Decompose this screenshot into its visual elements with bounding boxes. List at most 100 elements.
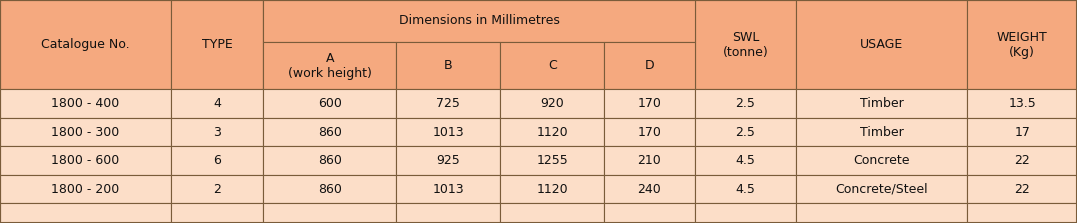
- Bar: [695, 89, 796, 118]
- Text: Concrete/Steel: Concrete/Steel: [836, 183, 928, 196]
- Bar: [264, 146, 396, 175]
- Text: 170: 170: [638, 97, 661, 110]
- Text: 13.5: 13.5: [1008, 97, 1036, 110]
- Bar: [171, 175, 264, 203]
- Bar: [264, 203, 396, 223]
- Bar: [396, 175, 501, 203]
- Bar: [604, 175, 695, 203]
- Text: 3: 3: [213, 126, 221, 138]
- Text: Timber: Timber: [859, 97, 904, 110]
- Text: 725: 725: [436, 97, 460, 110]
- Bar: [0, 0, 171, 89]
- Text: 2.5: 2.5: [736, 97, 755, 110]
- Text: Concrete: Concrete: [853, 154, 910, 167]
- Bar: [0, 118, 171, 146]
- Text: 600: 600: [318, 97, 341, 110]
- Bar: [501, 146, 604, 175]
- Bar: [967, 89, 1077, 118]
- Bar: [967, 0, 1077, 89]
- Text: 1120: 1120: [536, 126, 569, 138]
- Bar: [967, 175, 1077, 203]
- Bar: [604, 0, 695, 89]
- Bar: [967, 118, 1077, 146]
- Bar: [796, 203, 967, 223]
- Bar: [396, 89, 501, 118]
- Text: USAGE: USAGE: [861, 38, 904, 51]
- Bar: [0, 203, 171, 223]
- Bar: [796, 0, 967, 89]
- Bar: [501, 175, 604, 203]
- Text: 6: 6: [213, 154, 221, 167]
- Bar: [171, 203, 264, 223]
- Bar: [396, 146, 501, 175]
- Bar: [967, 203, 1077, 223]
- Bar: [396, 203, 501, 223]
- Bar: [501, 42, 604, 89]
- Bar: [264, 42, 396, 89]
- Text: A
(work height): A (work height): [288, 52, 372, 80]
- Bar: [604, 42, 695, 89]
- Text: 240: 240: [638, 183, 661, 196]
- Bar: [796, 146, 967, 175]
- Bar: [264, 175, 396, 203]
- Text: SWL
(tonne): SWL (tonne): [723, 31, 768, 59]
- Bar: [501, 0, 604, 89]
- Bar: [695, 0, 796, 89]
- Bar: [396, 118, 501, 146]
- Bar: [0, 175, 171, 203]
- Bar: [264, 0, 695, 42]
- Bar: [501, 203, 604, 223]
- Bar: [695, 203, 796, 223]
- Text: Timber: Timber: [859, 126, 904, 138]
- Text: 1120: 1120: [536, 183, 569, 196]
- Text: TYPE: TYPE: [201, 38, 233, 51]
- Text: 4.5: 4.5: [736, 154, 755, 167]
- Bar: [796, 89, 967, 118]
- Text: 170: 170: [638, 126, 661, 138]
- Bar: [695, 175, 796, 203]
- Bar: [171, 0, 264, 89]
- Text: WEIGHT
(Kg): WEIGHT (Kg): [996, 31, 1048, 59]
- Text: 22: 22: [1015, 154, 1030, 167]
- Bar: [695, 118, 796, 146]
- Text: Dimensions in Millimetres: Dimensions in Millimetres: [398, 14, 559, 27]
- Bar: [604, 146, 695, 175]
- Bar: [0, 146, 171, 175]
- Bar: [264, 89, 396, 118]
- Text: 4: 4: [213, 97, 221, 110]
- Text: 210: 210: [638, 154, 661, 167]
- Text: 920: 920: [541, 97, 564, 110]
- Text: Catalogue No.: Catalogue No.: [41, 38, 130, 51]
- Text: 1255: 1255: [536, 154, 569, 167]
- Bar: [604, 89, 695, 118]
- Bar: [264, 0, 396, 89]
- Text: 1800 - 200: 1800 - 200: [52, 183, 120, 196]
- Text: 925: 925: [436, 154, 460, 167]
- Text: 22: 22: [1015, 183, 1030, 196]
- Text: 860: 860: [318, 183, 341, 196]
- Bar: [264, 118, 396, 146]
- Bar: [604, 203, 695, 223]
- Bar: [171, 146, 264, 175]
- Text: 2: 2: [213, 183, 221, 196]
- Bar: [604, 118, 695, 146]
- Bar: [171, 89, 264, 118]
- Text: 1800 - 300: 1800 - 300: [52, 126, 120, 138]
- Bar: [0, 89, 171, 118]
- Text: B: B: [444, 59, 452, 72]
- Bar: [796, 118, 967, 146]
- Bar: [501, 118, 604, 146]
- Text: 860: 860: [318, 154, 341, 167]
- Text: 1013: 1013: [433, 183, 464, 196]
- Text: 1013: 1013: [433, 126, 464, 138]
- Text: 2.5: 2.5: [736, 126, 755, 138]
- Text: 1800 - 600: 1800 - 600: [52, 154, 120, 167]
- Text: C: C: [548, 59, 557, 72]
- Text: 4.5: 4.5: [736, 183, 755, 196]
- Bar: [396, 42, 501, 89]
- Text: D: D: [645, 59, 654, 72]
- Bar: [171, 118, 264, 146]
- Bar: [695, 146, 796, 175]
- Text: 17: 17: [1015, 126, 1030, 138]
- Text: 860: 860: [318, 126, 341, 138]
